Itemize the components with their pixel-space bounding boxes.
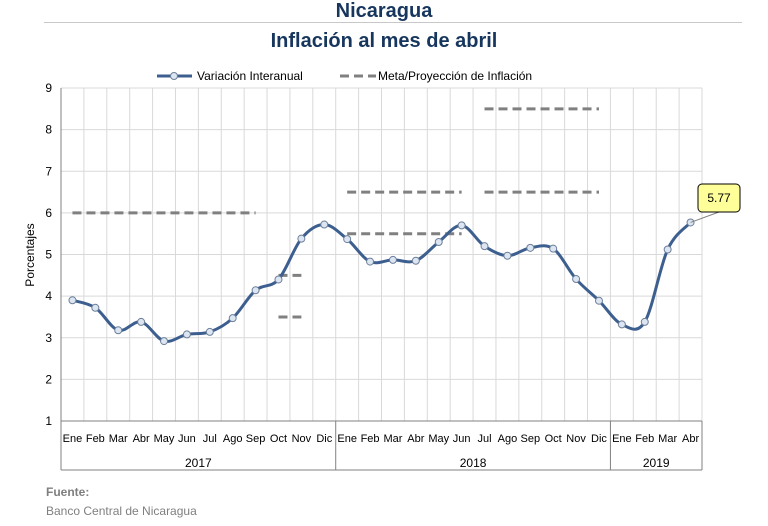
data-point xyxy=(343,235,352,244)
data-point xyxy=(160,337,169,346)
x-tick-label: Abr xyxy=(682,433,699,445)
data-point xyxy=(297,234,306,243)
x-tick-label: Jul xyxy=(203,433,217,445)
data-point xyxy=(617,320,626,329)
x-tick-label: Abr xyxy=(133,433,150,445)
x-tick-label: Ene xyxy=(63,433,83,445)
data-point xyxy=(480,242,489,251)
x-tick-label: Jun xyxy=(453,433,471,445)
data-point xyxy=(251,286,260,295)
year-label: 2017 xyxy=(185,456,212,470)
x-tick-label: Sep xyxy=(521,433,541,445)
year-labels: 2017 2018 2019 xyxy=(185,456,670,470)
callout-leader xyxy=(690,211,720,223)
x-tick-label: Mar xyxy=(109,433,128,445)
x-tick-label: Mar xyxy=(383,433,402,445)
x-tick-label: Jul xyxy=(477,433,491,445)
series-line xyxy=(71,221,692,343)
value-callout: 5.77 xyxy=(690,183,741,223)
y-axis-label: Porcentajes xyxy=(23,223,37,286)
x-tick-label: Mar xyxy=(658,433,677,445)
data-point xyxy=(640,317,649,326)
source-label: Fuente: xyxy=(46,485,90,499)
data-point xyxy=(549,244,558,253)
chart-title: Nicaragua xyxy=(335,0,433,22)
legend: Variación Interanual Meta/Proyección de I… xyxy=(157,69,532,83)
x-tick-label: Ene xyxy=(612,433,632,445)
axes xyxy=(60,88,703,471)
x-tick-label: Abr xyxy=(407,433,424,445)
data-point xyxy=(274,275,283,284)
data-point xyxy=(594,296,603,305)
callout-box xyxy=(697,183,741,213)
x-tick-label: May xyxy=(428,433,449,445)
x-tick-labels: Ene Feb Mar Abr May Jun Jul Ago Sep Oct Nov Dic Ene F… xyxy=(63,433,700,445)
data-point xyxy=(114,326,123,335)
y-tick-label: 3 xyxy=(45,331,52,345)
x-tick-label: Ago xyxy=(498,433,518,445)
data-point xyxy=(434,238,443,247)
data-point xyxy=(526,243,535,252)
x-tick-label: Oct xyxy=(545,433,562,445)
x-tick-label: Nov xyxy=(292,433,312,445)
data-point xyxy=(228,314,237,323)
data-point xyxy=(411,256,420,265)
x-tick-label: Jun xyxy=(178,433,196,445)
legend-marker-inflation xyxy=(170,72,178,80)
x-tick-label: Nov xyxy=(566,433,586,445)
data-point xyxy=(182,330,191,339)
data-point xyxy=(663,245,672,254)
legend-label-inflation: Variación Interanual xyxy=(197,69,303,83)
x-tick-label: Ago xyxy=(223,433,243,445)
y-tick-label: 2 xyxy=(45,372,52,386)
data-point xyxy=(320,220,329,229)
source-text: Banco Central de Nicaragua xyxy=(46,504,197,518)
x-tick-label: Feb xyxy=(635,433,654,445)
y-tick-label: 5 xyxy=(45,248,52,262)
inflation-series xyxy=(68,218,695,346)
legend-label-target: Meta/Proyección de Inflación xyxy=(378,69,532,83)
y-tick-label: 1 xyxy=(45,414,52,428)
x-tick-label: Dic xyxy=(591,433,607,445)
year-label: 2019 xyxy=(643,456,670,470)
data-point xyxy=(137,317,146,326)
grid-lines xyxy=(60,87,703,422)
y-tick-label: 6 xyxy=(45,206,52,220)
data-point xyxy=(457,221,466,230)
data-point xyxy=(91,303,100,312)
x-tick-label: Dic xyxy=(316,433,332,445)
data-point xyxy=(503,251,512,260)
y-tick-label: 8 xyxy=(45,123,52,137)
data-point xyxy=(366,257,375,266)
x-tick-label: Sep xyxy=(246,433,266,445)
x-tick-label: Oct xyxy=(270,433,287,445)
y-tick-labels: 1 2 3 4 5 6 7 8 9 xyxy=(45,81,52,428)
y-tick-label: 9 xyxy=(45,81,52,95)
x-tick-label: Feb xyxy=(86,433,105,445)
x-tick-label: May xyxy=(154,433,175,445)
data-point xyxy=(572,275,581,284)
callout-label: 5.77 xyxy=(707,191,731,205)
y-tick-label: 4 xyxy=(45,289,52,303)
data-point xyxy=(388,255,397,264)
chart-subtitle: Inflación al mes de abril xyxy=(270,30,498,52)
title-divider xyxy=(44,22,742,23)
year-label: 2018 xyxy=(460,456,487,470)
y-tick-label: 7 xyxy=(45,164,52,178)
x-tick-label: Ene xyxy=(337,433,357,445)
data-point xyxy=(68,296,77,305)
x-tick-label: Feb xyxy=(361,433,380,445)
data-point xyxy=(205,327,214,336)
